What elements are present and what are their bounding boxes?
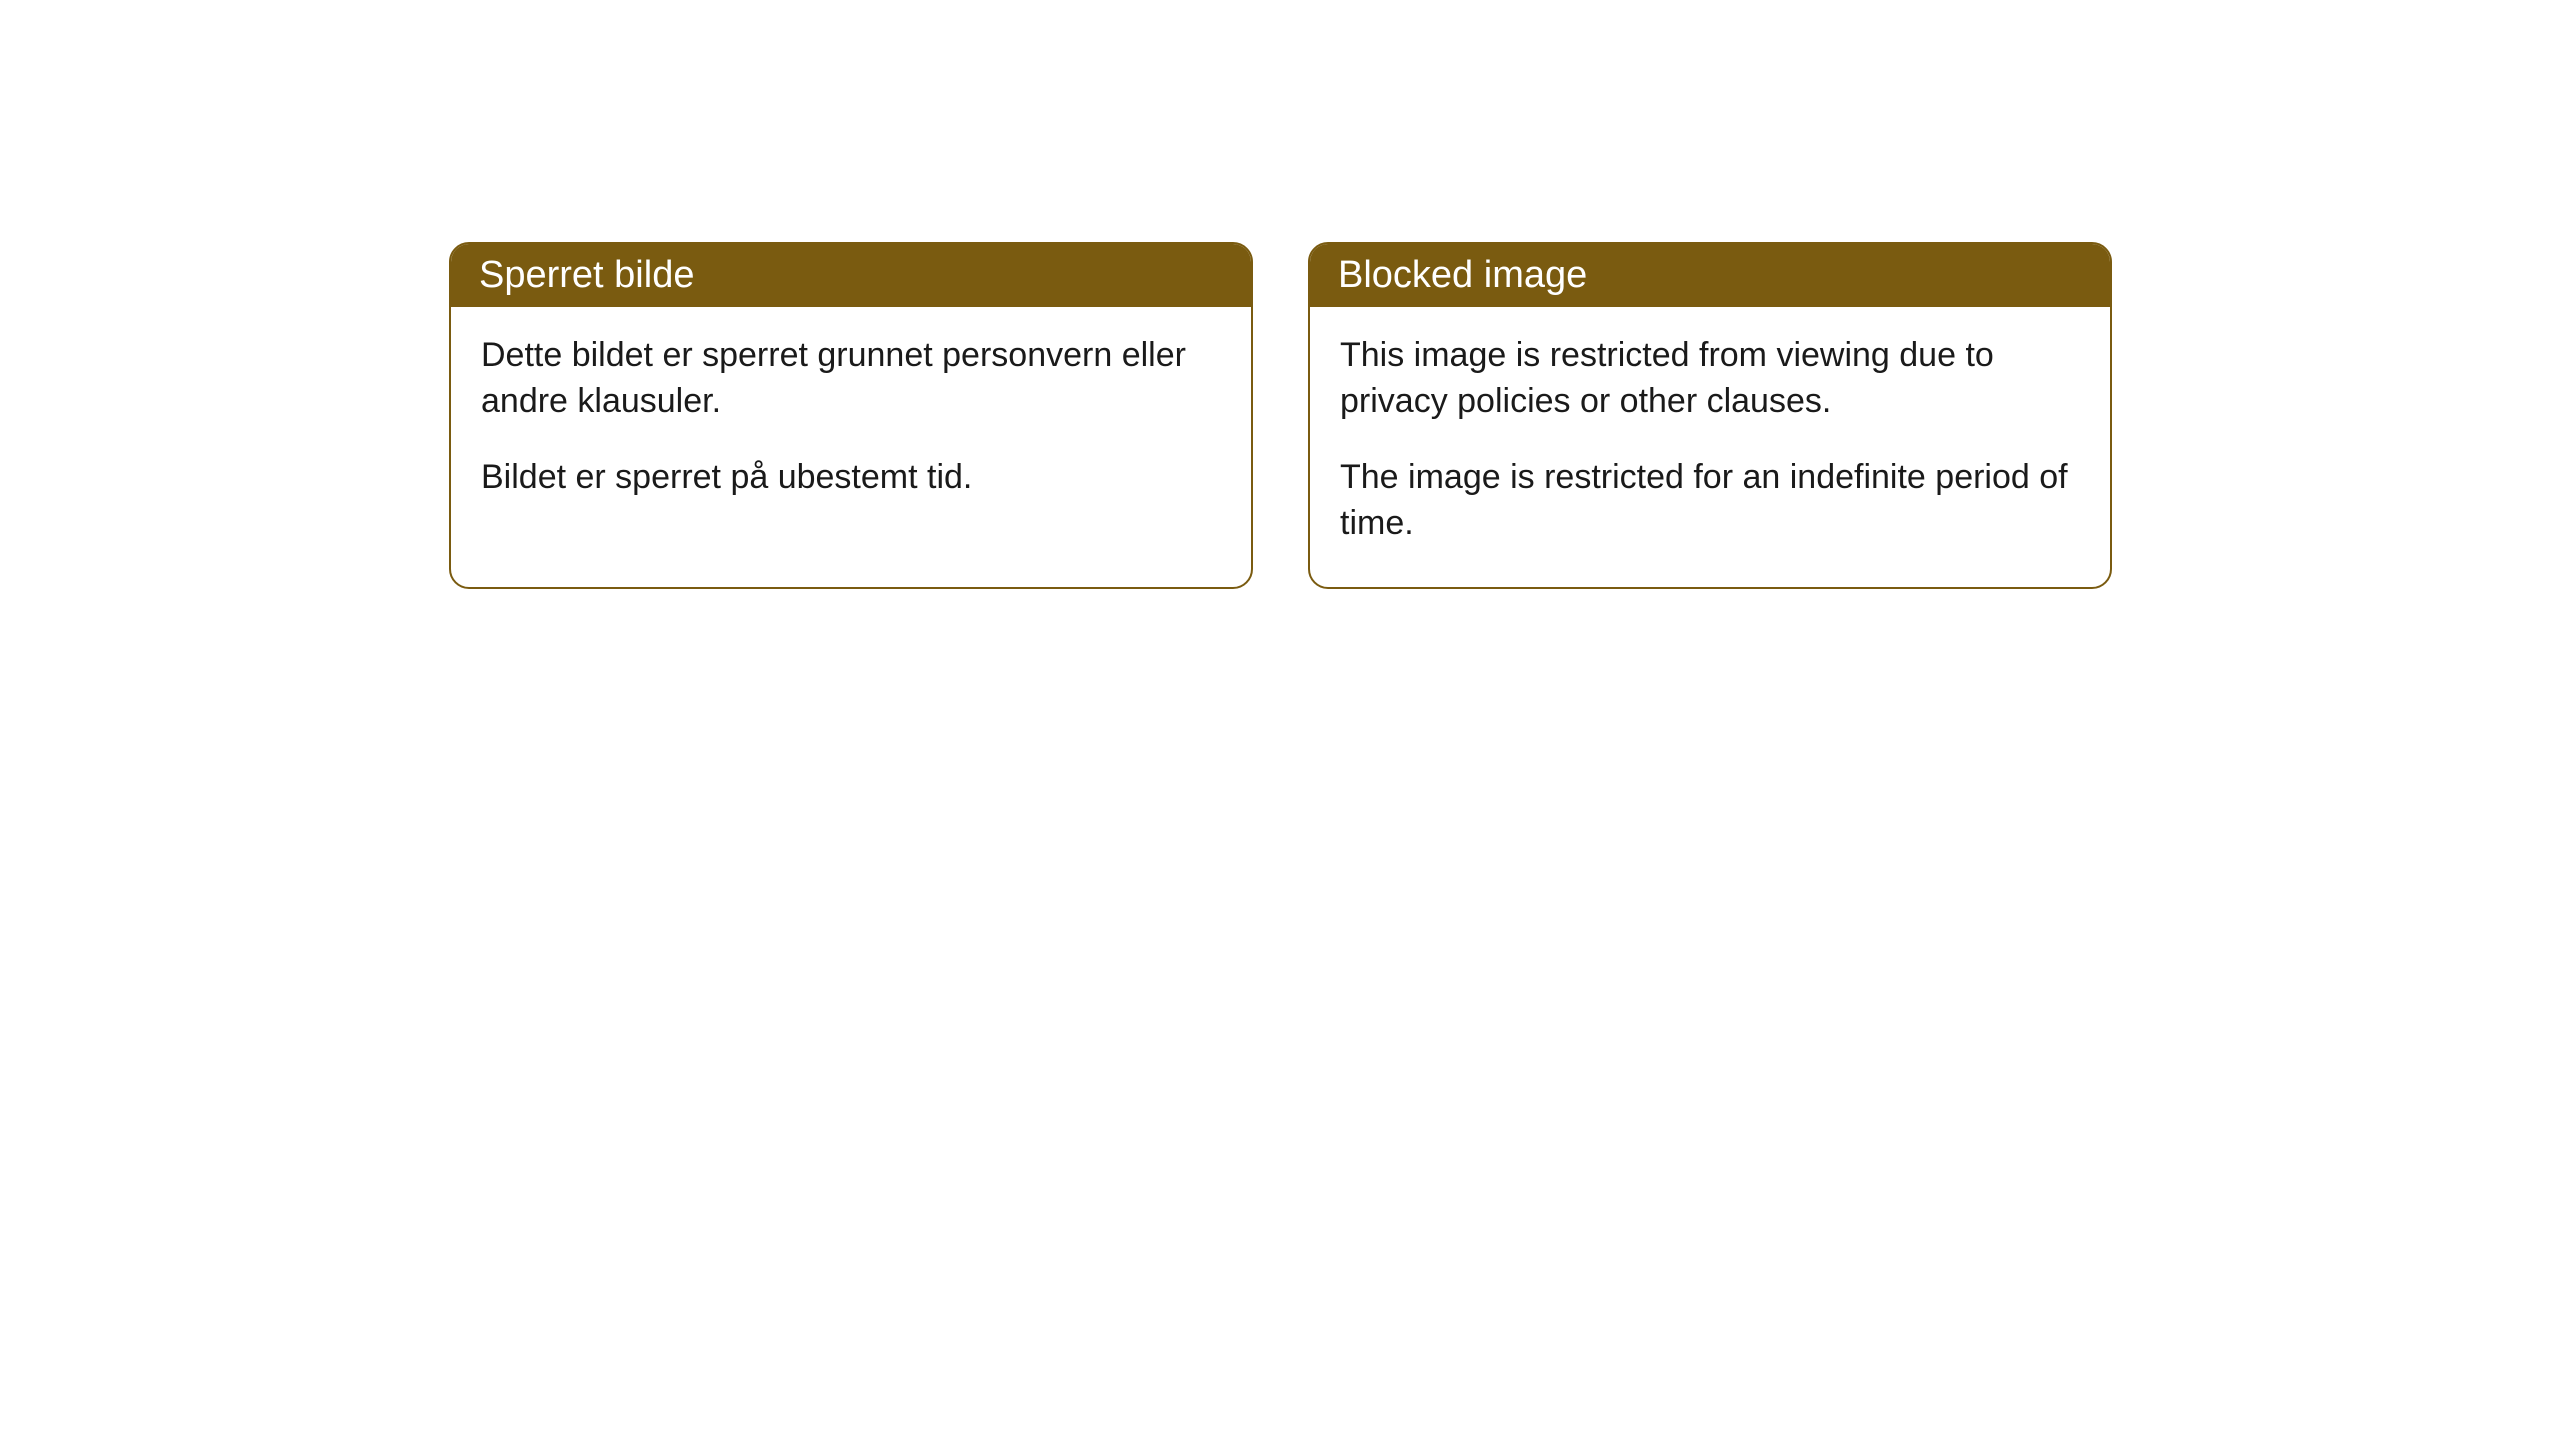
- card-body-norwegian: Dette bildet er sperret grunnet personve…: [451, 307, 1251, 541]
- card-text: This image is restricted from viewing du…: [1340, 333, 2080, 425]
- card-header-english: Blocked image: [1310, 244, 2110, 307]
- card-title: Blocked image: [1338, 254, 1587, 296]
- card-body-english: This image is restricted from viewing du…: [1310, 307, 2110, 587]
- notice-container: Sperret bilde Dette bildet er sperret gr…: [449, 242, 2112, 589]
- card-text: The image is restricted for an indefinit…: [1340, 455, 2080, 547]
- notice-card-english: Blocked image This image is restricted f…: [1308, 242, 2112, 589]
- card-text: Dette bildet er sperret grunnet personve…: [481, 333, 1221, 425]
- card-header-norwegian: Sperret bilde: [451, 244, 1251, 307]
- notice-card-norwegian: Sperret bilde Dette bildet er sperret gr…: [449, 242, 1253, 589]
- card-title: Sperret bilde: [479, 254, 694, 296]
- card-text: Bildet er sperret på ubestemt tid.: [481, 455, 1221, 501]
